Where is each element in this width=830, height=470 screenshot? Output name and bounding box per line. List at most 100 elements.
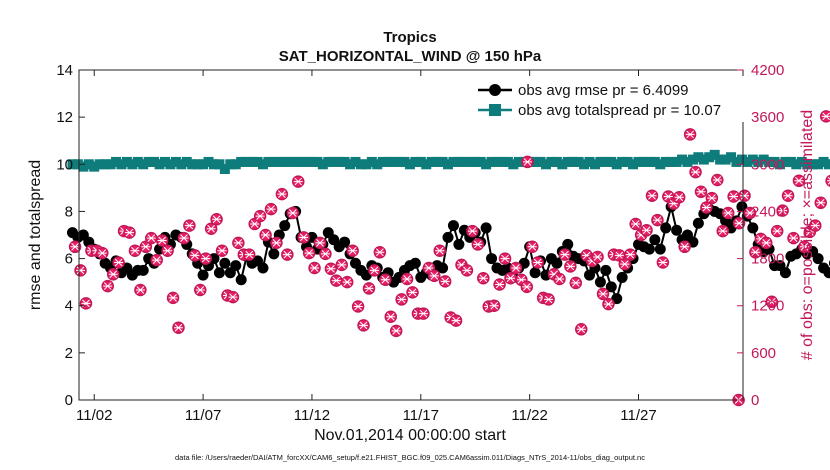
obs-cross — [244, 250, 254, 259]
totalspread-point — [116, 159, 127, 170]
obs-cross — [527, 242, 537, 251]
totalspread-point — [317, 159, 328, 170]
obs-cross — [576, 325, 586, 334]
totalspread-point — [350, 156, 361, 167]
obs-count-point — [553, 272, 566, 286]
obs-count-point — [330, 274, 343, 287]
totalspread-point — [622, 156, 633, 167]
totalspread-point — [443, 159, 454, 170]
obs-cross — [620, 260, 630, 268]
obs-count-point — [313, 236, 327, 250]
totalspread-point — [203, 156, 214, 167]
obs-count-point — [765, 295, 778, 309]
obs-cross — [522, 283, 532, 291]
totalspread-point — [687, 154, 698, 165]
obs-count-point — [760, 236, 773, 250]
rmse-point — [779, 267, 791, 279]
obs-count-point — [825, 174, 830, 187]
totalspread-point — [306, 156, 317, 167]
totalspread-point — [633, 156, 644, 167]
obs-count-point — [270, 236, 283, 250]
totalspread-point — [600, 156, 611, 167]
x-tick-label: 11/02 — [76, 407, 112, 424]
obs-count-point — [743, 206, 757, 220]
plot-frame — [78, 69, 744, 401]
obs-cross — [331, 276, 341, 285]
obs-cross — [212, 215, 222, 224]
obs-count-point — [678, 240, 691, 254]
obs-count-point — [700, 201, 713, 214]
obs-cross — [696, 187, 706, 196]
totalspread-point — [247, 156, 258, 167]
obs-cross — [462, 266, 472, 275]
obs-cross — [816, 198, 826, 207]
obs-cross — [364, 284, 374, 293]
totalspread-point — [785, 156, 796, 167]
totalspread-point — [176, 159, 187, 170]
totalspread-point — [187, 159, 198, 170]
obs-cross — [114, 258, 124, 267]
obs-count-point — [183, 219, 196, 232]
obs-cross — [734, 219, 744, 228]
totalspread-point — [660, 156, 671, 167]
legend-spread-label: obs avg totalspread pr = 10.07 — [518, 102, 721, 119]
totalspread-point — [764, 156, 775, 167]
obs-cross — [740, 191, 750, 200]
totalspread-point — [731, 156, 742, 167]
obs-count-point — [232, 236, 245, 250]
obs-count-point — [629, 217, 642, 231]
obs-cross — [544, 295, 554, 304]
obs-cross — [157, 236, 167, 245]
totalspread-point — [486, 156, 497, 167]
totalspread-point — [383, 156, 394, 167]
totalspread-point — [105, 159, 116, 170]
totalspread-point — [753, 156, 764, 167]
obs-count-point — [319, 247, 332, 261]
totalspread-point — [94, 159, 105, 170]
totalspread-point — [154, 159, 165, 170]
obs-count-point — [199, 252, 212, 265]
obs-cross — [173, 323, 183, 332]
totalspread-point — [535, 156, 546, 167]
obs-cross — [282, 250, 292, 259]
obs-count-point — [79, 297, 93, 310]
totalspread-point — [704, 152, 715, 163]
obs-cross — [402, 275, 412, 283]
obs-count-point — [433, 244, 446, 257]
obs-count-point — [498, 252, 512, 265]
obs-cross — [326, 264, 336, 273]
obs-count-point — [242, 248, 256, 261]
obs-count-point — [770, 224, 784, 238]
totalspread-point — [508, 159, 519, 170]
totalspread-point — [219, 164, 230, 174]
rmse-point — [551, 257, 563, 269]
series-layer — [66, 110, 830, 407]
obs-cross — [408, 288, 418, 297]
obs-cross — [369, 266, 379, 275]
totalspread-point — [377, 156, 388, 167]
obs-cross — [261, 231, 271, 239]
totalspread-point — [649, 156, 660, 167]
obs-count-point — [395, 293, 408, 306]
obs-cross — [206, 224, 216, 233]
totalspread-point — [181, 156, 192, 167]
x-tick-label: 11/27 — [620, 407, 656, 424]
totalspread-point — [715, 154, 726, 165]
obs-count-point — [264, 202, 278, 216]
obs-cross — [565, 262, 575, 271]
obs-count-point — [286, 206, 300, 220]
totalspread-point — [823, 159, 830, 170]
totalspread-point — [709, 149, 720, 160]
totalspread-point — [296, 156, 307, 167]
x-tick-label: 11/07 — [185, 407, 221, 424]
obs-cross — [391, 327, 401, 335]
totalspread-point — [432, 156, 443, 167]
totalspread-point — [562, 156, 573, 167]
totalspread-point — [339, 156, 350, 167]
obs-cross — [451, 316, 461, 325]
obs-count-point — [787, 231, 800, 245]
obs-count-point — [716, 224, 730, 238]
obs-cross — [712, 176, 722, 184]
legend-box — [474, 76, 746, 122]
obs-cross — [685, 130, 695, 139]
